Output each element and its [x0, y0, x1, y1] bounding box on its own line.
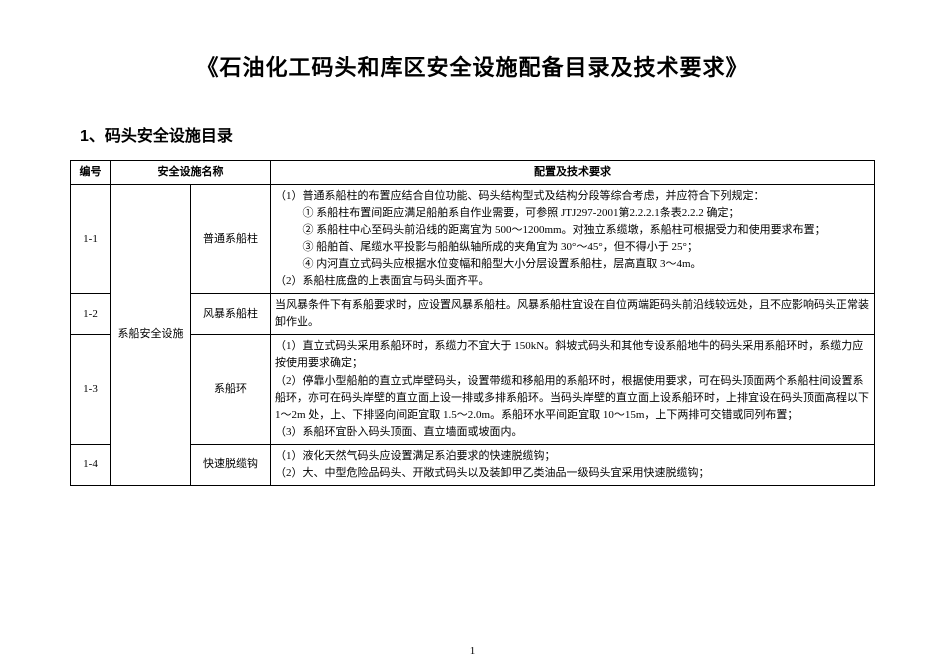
- req-line: ③ 船舶首、尾缆水平投影与船舶纵轴所成的夹角宜为 30°～45°，但不得小于 2…: [275, 239, 870, 256]
- req-line: ② 系船柱中心至码头前沿线的距离宜为 500～1200mm。对独立系缆墩，系船柱…: [275, 222, 870, 239]
- cell-facility-name: 风暴系船柱: [191, 294, 271, 335]
- document-title: 《石油化工码头和库区安全设施配备目录及技术要求》: [70, 50, 875, 82]
- table-row: 1-1 系船安全设施 普通系船柱 （1）普通系船柱的布置应结合自位功能、码头结构…: [71, 185, 875, 294]
- req-line: （1）直立式码头采用系船环时，系缆力不宜大于 150kN。斜坡式码头和其他专设系…: [275, 338, 870, 372]
- col-header-id: 编号: [71, 161, 111, 185]
- cell-id: 1-2: [71, 294, 111, 335]
- req-line: （1）普通系船柱的布置应结合自位功能、码头结构型式及结构分段等综合考虑，并应符合…: [275, 188, 870, 205]
- section-heading: 1、码头安全设施目录: [80, 122, 875, 146]
- cell-requirements: 当风暴条件下有系船要求时，应设置风暴系船柱。风暴系船柱宜设在自位两端距码头前沿线…: [271, 294, 875, 335]
- cell-requirements: （1）直立式码头采用系船环时，系缆力不宜大于 150kN。斜坡式码头和其他专设系…: [271, 335, 875, 444]
- req-line: （2）停靠小型船舶的直立式岸壁码头，设置带缆和移船用的系船环时，根据使用要求，可…: [275, 373, 870, 424]
- table-header-row: 编号 安全设施名称 配置及技术要求: [71, 161, 875, 185]
- facilities-table: 编号 安全设施名称 配置及技术要求 1-1 系船安全设施 普通系船柱 （1）普通…: [70, 160, 875, 486]
- cell-category: 系船安全设施: [111, 185, 191, 486]
- cell-requirements: （1）液化天然气码头应设置满足系泊要求的快速脱缆钩； （2）大、中型危险品码头、…: [271, 444, 875, 485]
- req-line: （2）大、中型危险品码头、开敞式码头以及装卸甲乙类油品一级码头宜采用快速脱缆钩；: [275, 465, 870, 482]
- cell-facility-name: 普通系船柱: [191, 185, 271, 294]
- req-line: （1）液化天然气码头应设置满足系泊要求的快速脱缆钩；: [275, 448, 870, 465]
- col-header-req: 配置及技术要求: [271, 161, 875, 185]
- col-header-name: 安全设施名称: [111, 161, 271, 185]
- table-row: 1-3 系船环 （1）直立式码头采用系船环时，系缆力不宜大于 150kN。斜坡式…: [71, 335, 875, 444]
- document-page: 《石油化工码头和库区安全设施配备目录及技术要求》 1、码头安全设施目录 编号 安…: [0, 0, 945, 669]
- page-number: 1: [0, 645, 945, 657]
- cell-facility-name: 系船环: [191, 335, 271, 444]
- cell-requirements: （1）普通系船柱的布置应结合自位功能、码头结构型式及结构分段等综合考虑，并应符合…: [271, 185, 875, 294]
- req-line: 当风暴条件下有系船要求时，应设置风暴系船柱。风暴系船柱宜设在自位两端距码头前沿线…: [275, 297, 870, 331]
- table-row: 1-2 风暴系船柱 当风暴条件下有系船要求时，应设置风暴系船柱。风暴系船柱宜设在…: [71, 294, 875, 335]
- req-line: ④ 内河直立式码头应根据水位变幅和船型大小分层设置系船柱，层高直取 3～4m。: [275, 256, 870, 273]
- req-line: （2）系船柱底盘的上表面宜与码头面齐平。: [275, 273, 870, 290]
- req-line: （3）系船环宜卧入码头顶面、直立墙面或坡面内。: [275, 424, 870, 441]
- cell-id: 1-3: [71, 335, 111, 444]
- cell-id: 1-4: [71, 444, 111, 485]
- cell-facility-name: 快速脱缆钩: [191, 444, 271, 485]
- table-row: 1-4 快速脱缆钩 （1）液化天然气码头应设置满足系泊要求的快速脱缆钩； （2）…: [71, 444, 875, 485]
- req-line: ① 系船柱布置间距应满足船舶系自作业需要，可参照 JTJ297-2001第2.2…: [275, 205, 870, 222]
- cell-id: 1-1: [71, 185, 111, 294]
